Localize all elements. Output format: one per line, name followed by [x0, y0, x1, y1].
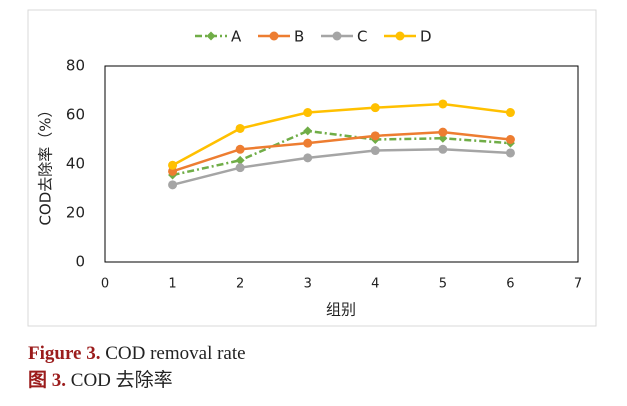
chart-frame: [27, 9, 597, 327]
y-tick-label: 60: [66, 106, 85, 124]
data-point: [370, 146, 380, 156]
data-point: [438, 144, 448, 154]
data-point: [303, 126, 313, 136]
data-point: [303, 153, 313, 163]
y-tick-label: 80: [66, 57, 85, 75]
x-tick-label: 6: [506, 277, 514, 292]
data-point: [438, 127, 448, 137]
data-point: [505, 148, 515, 158]
data-point: [235, 155, 245, 165]
legend-marker: [395, 31, 405, 41]
legend-label: D: [420, 28, 432, 46]
y-axis-label: COD去除率（%）: [37, 102, 55, 225]
legend-marker: [332, 31, 342, 41]
x-tick-label: 4: [371, 277, 379, 292]
legend-label: A: [231, 28, 242, 46]
caption-label-cn: 图 3.: [28, 369, 66, 391]
legend-label: C: [357, 28, 367, 46]
data-point: [235, 163, 245, 173]
caption-text-cn: COD 去除率: [71, 369, 173, 391]
series-line: [172, 129, 511, 177]
data-point: [505, 108, 515, 118]
caption-label: Figure 3.: [28, 343, 100, 364]
y-tick-label: 20: [66, 204, 85, 222]
data-point: [235, 123, 245, 133]
data-point: [303, 138, 313, 148]
data-point: [370, 103, 380, 113]
x-tick-label: 3: [304, 277, 312, 292]
x-tick-label: 0: [101, 277, 109, 292]
data-point: [168, 180, 178, 190]
data-point: [370, 131, 380, 141]
legend-marker: [206, 31, 216, 41]
y-tick-label: 40: [66, 155, 85, 173]
series-line: [171, 102, 511, 167]
x-axis-label: 组别: [326, 301, 356, 319]
x-tick-label: 1: [168, 277, 176, 292]
legend-label: B: [294, 28, 304, 46]
x-tick-label: 7: [574, 277, 582, 292]
legend-marker: [269, 31, 279, 41]
caption-text: COD removal rate: [105, 343, 245, 364]
series-line: [172, 148, 511, 187]
data-point: [235, 144, 245, 154]
x-tick-label: 2: [236, 277, 244, 292]
caption: Figure 3. COD removal rate: [28, 343, 246, 364]
plot-area: [104, 65, 579, 263]
data-point: [438, 99, 448, 109]
series-line: [172, 130, 511, 173]
y-tick-label: 0: [75, 253, 85, 271]
data-point: [505, 135, 515, 144]
caption-cn: 图 3. COD 去除率: [28, 369, 173, 391]
data-point: [168, 160, 178, 170]
x-tick-label: 5: [439, 277, 447, 292]
data-point: [303, 108, 313, 118]
